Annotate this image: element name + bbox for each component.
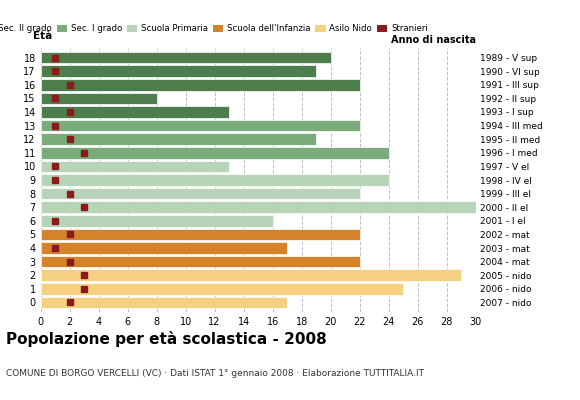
Text: COMUNE DI BORGO VERCELLI (VC) · Dati ISTAT 1° gennaio 2008 · Elaborazione TUTTIT: COMUNE DI BORGO VERCELLI (VC) · Dati IST… (6, 369, 424, 378)
Text: Popolazione per età scolastica - 2008: Popolazione per età scolastica - 2008 (6, 331, 327, 347)
Bar (41, 215, 273, 227)
Text: Anno di nascita: Anno di nascita (390, 35, 476, 45)
Bar (41, 242, 287, 254)
Bar (41, 161, 229, 172)
Bar (41, 256, 360, 268)
Bar (41, 106, 229, 118)
Bar (41, 188, 360, 199)
Bar (41, 120, 360, 131)
Bar (41, 174, 389, 186)
Bar (41, 147, 389, 158)
Bar (41, 79, 360, 90)
Bar (41, 270, 461, 281)
Bar (41, 202, 476, 213)
Bar (41, 283, 403, 295)
Bar (41, 52, 331, 63)
Bar (41, 92, 157, 104)
Bar (41, 297, 287, 308)
Bar (41, 229, 360, 240)
Bar (41, 65, 316, 77)
Legend: Sec. II grado, Sec. I grado, Scuola Primaria, Scuola dell'Infanzia, Asilo Nido, : Sec. II grado, Sec. I grado, Scuola Prim… (0, 21, 431, 36)
Text: Età: Età (34, 31, 53, 41)
Bar (41, 133, 316, 145)
